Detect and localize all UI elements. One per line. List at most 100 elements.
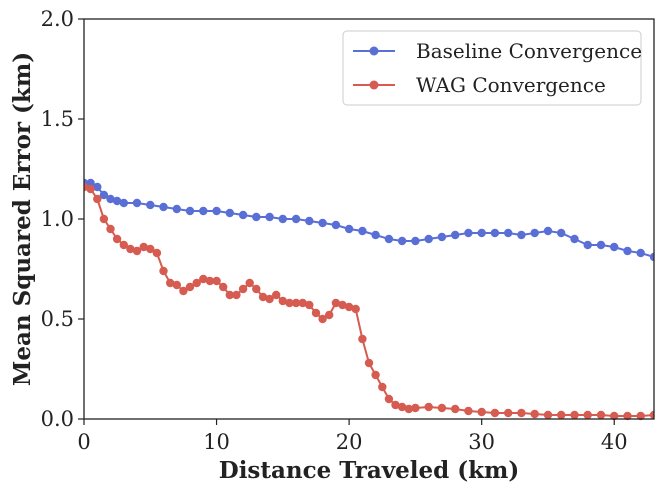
data-point-wag: [504, 408, 513, 418]
x-tick-label: 40: [601, 430, 628, 454]
data-point-wag: [93, 194, 102, 204]
data-point-baseline: [159, 202, 168, 212]
data-point-wag: [384, 394, 394, 404]
data-point-wag: [172, 280, 181, 290]
data-point-wag: [252, 284, 261, 294]
data-point-wag: [205, 276, 215, 286]
y-axis-title: Mean Squared Error (km): [9, 52, 36, 386]
data-point-baseline: [636, 248, 645, 258]
data-point-wag: [610, 411, 619, 421]
data-point-baseline: [504, 228, 513, 238]
data-point-wag: [596, 410, 606, 420]
data-point-baseline: [464, 228, 473, 238]
series-line-baseline: [84, 182, 654, 258]
data-point-wag: [344, 302, 354, 312]
y-tick-label: 2.0: [41, 7, 74, 31]
data-point-baseline: [583, 240, 592, 250]
data-point-wag: [451, 404, 460, 414]
x-tick-label: 10: [203, 430, 230, 454]
data-point-wag: [272, 290, 281, 300]
data-point-wag: [570, 410, 579, 420]
y-tick-label: 1.5: [41, 107, 74, 131]
data-point-wag: [199, 274, 208, 284]
data-point-wag: [126, 244, 135, 254]
data-point-wag: [404, 404, 413, 414]
data-point-baseline: [86, 178, 95, 188]
x-tick-label: 20: [336, 430, 363, 454]
data-point-wag: [338, 300, 347, 310]
data-point-baseline: [570, 234, 579, 244]
data-point-baseline: [119, 198, 128, 208]
data-point-wag: [305, 300, 314, 310]
data-point-wag: [649, 410, 654, 420]
legend-marker-wag: [369, 80, 379, 90]
data-point-baseline: [112, 196, 122, 206]
data-point-wag: [543, 410, 553, 420]
data-point-baseline: [557, 228, 566, 238]
y-tick-label: 0.0: [41, 407, 74, 431]
data-point-wag: [139, 242, 148, 252]
x-tick-label: 0: [77, 430, 90, 454]
data-point-wag: [159, 266, 168, 276]
ticks-layer: 0 10 20 30 40 0.0 0.5 1.0 1.5 2.0: [41, 7, 628, 454]
data-point-wag: [119, 240, 128, 250]
data-point-baseline: [397, 236, 407, 246]
x-tick-label: 30: [468, 430, 495, 454]
data-point-wag: [291, 298, 301, 308]
legend-label-baseline: Baseline Convergence: [416, 39, 642, 63]
legend: Baseline Convergence WAG Convergence: [342, 30, 642, 106]
data-point-wag: [112, 234, 122, 244]
data-point-baseline: [172, 204, 181, 214]
data-point-baseline: [146, 200, 155, 210]
data-point-wag: [364, 358, 374, 368]
data-point-baseline: [278, 214, 287, 224]
data-point-baseline: [225, 208, 234, 218]
y-tick-label: 0.5: [41, 307, 74, 331]
data-point-wag: [397, 402, 407, 412]
data-point-baseline: [199, 206, 208, 216]
data-point-wag: [258, 292, 268, 302]
data-point-wag: [358, 334, 367, 344]
data-point-wag: [152, 248, 162, 258]
data-point-baseline: [437, 232, 447, 242]
y-tick-label: 1.0: [41, 207, 74, 231]
data-point-wag: [530, 409, 539, 419]
data-point-baseline: [99, 190, 109, 200]
data-point-wag: [517, 408, 526, 418]
data-point-baseline: [477, 228, 486, 238]
data-point-wag: [464, 406, 473, 416]
data-point-wag: [278, 296, 287, 306]
data-point-baseline: [530, 228, 539, 238]
data-point-wag: [477, 407, 486, 417]
data-point-baseline: [424, 234, 433, 244]
data-point-wag: [232, 290, 241, 300]
data-point-baseline: [543, 226, 553, 236]
data-point-baseline: [106, 194, 115, 204]
data-point-baseline: [291, 214, 301, 224]
data-point-wag: [238, 284, 248, 294]
data-point-wag: [411, 403, 420, 413]
data-point-baseline: [185, 206, 195, 216]
data-point-wag: [86, 184, 95, 194]
data-point-baseline: [212, 206, 221, 216]
data-point-wag: [219, 282, 228, 292]
data-point-baseline: [490, 228, 500, 238]
data-point-wag: [192, 278, 201, 288]
data-point-baseline: [596, 240, 606, 250]
data-point-wag: [557, 410, 566, 420]
data-point-wag: [331, 298, 341, 308]
data-point-baseline: [411, 236, 420, 246]
data-point-wag: [212, 276, 221, 286]
data-point-wag: [583, 410, 592, 420]
data-point-wag: [391, 400, 400, 410]
data-point-baseline: [451, 230, 460, 240]
data-point-baseline: [318, 218, 327, 228]
legend-label-wag: WAG Convergence: [416, 73, 606, 97]
series-line-wag: [84, 186, 654, 417]
data-point-wag: [378, 382, 387, 392]
data-point-wag: [636, 411, 645, 421]
data-point-baseline: [649, 252, 654, 262]
data-point-wag: [371, 370, 380, 380]
data-point-baseline: [305, 216, 314, 226]
